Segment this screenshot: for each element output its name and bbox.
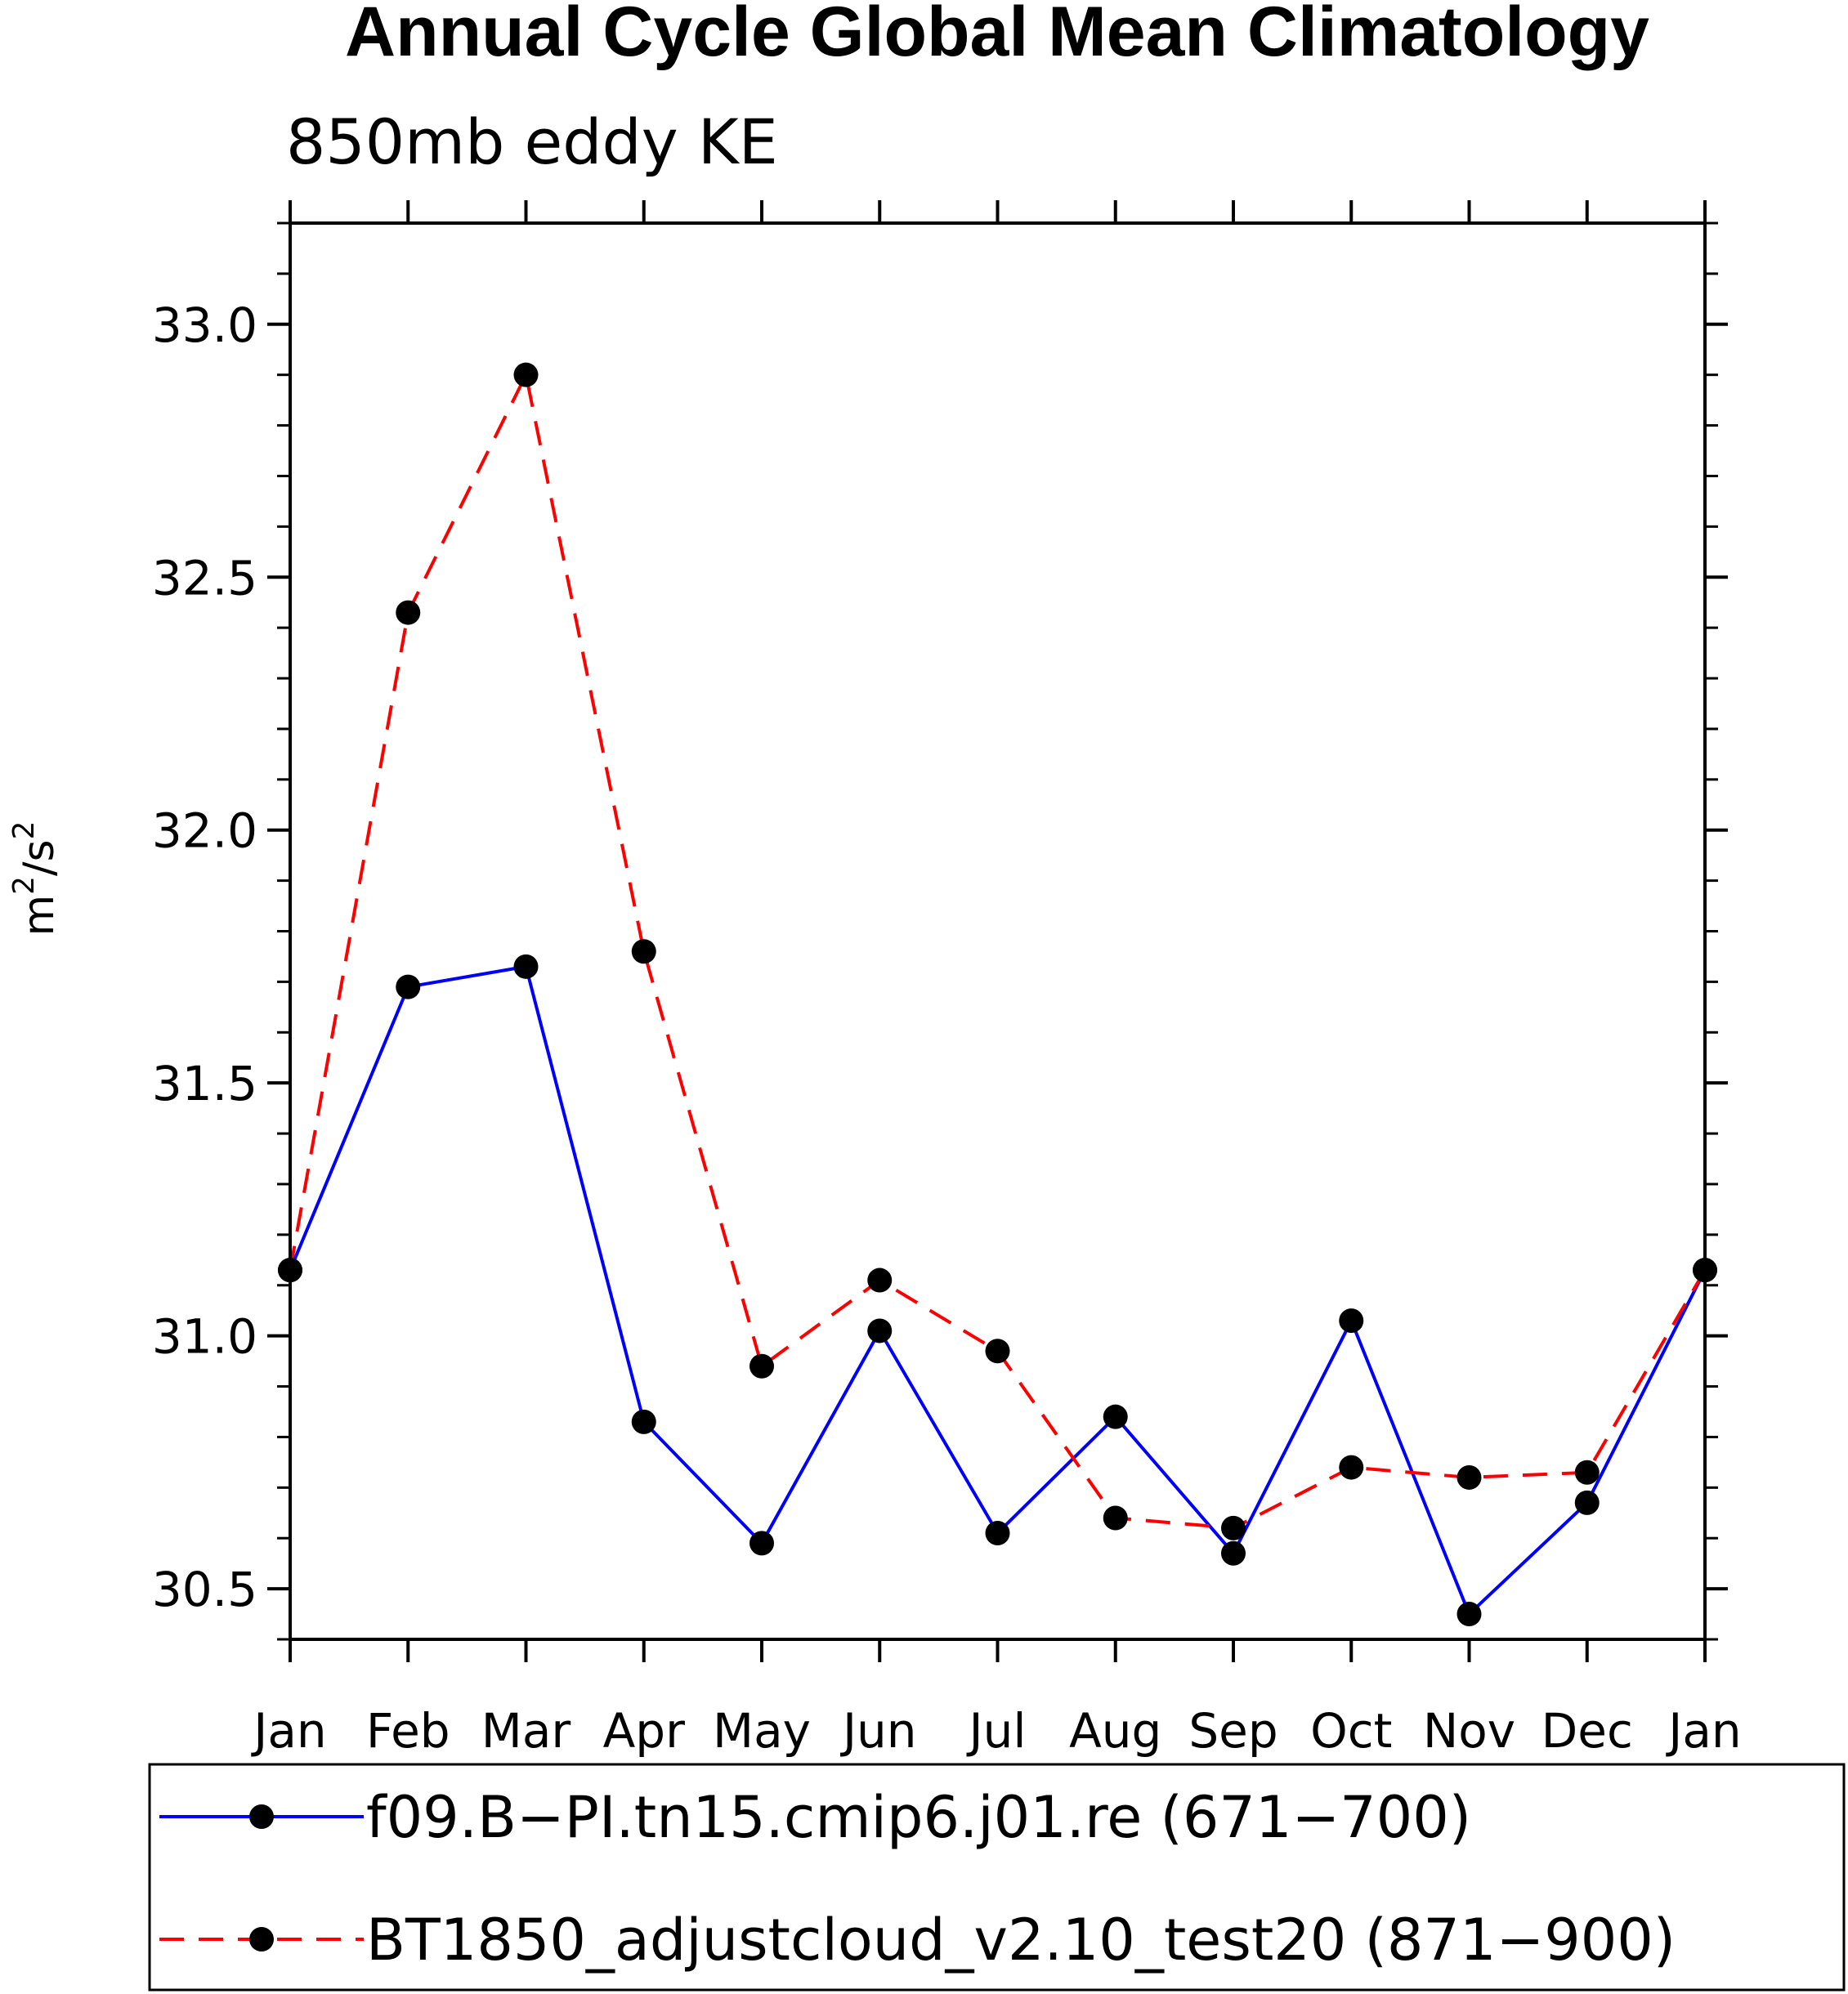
x-tick-label: Jan bbox=[251, 1703, 326, 1759]
y-tick-label: 33.0 bbox=[152, 297, 257, 353]
plot-frame bbox=[289, 221, 1707, 1641]
x-tick-label: Dec bbox=[1541, 1703, 1633, 1759]
legend-marker-series-2 bbox=[249, 1927, 274, 1952]
data-point-series-2 bbox=[396, 600, 421, 625]
data-point-series-2 bbox=[1574, 1460, 1600, 1485]
legend-label-series-2: BT1850_adjustcloud_v2.10_test20 (871−900… bbox=[366, 1907, 1676, 1974]
series-lines bbox=[289, 373, 1707, 1616]
series-line-1 bbox=[289, 964, 1707, 1616]
data-point-series-1 bbox=[749, 1531, 774, 1556]
data-point-series-2 bbox=[749, 1353, 774, 1379]
legend-marker-series-1 bbox=[249, 1804, 274, 1829]
data-point-series-1 bbox=[631, 1409, 656, 1434]
data-point-series-1 bbox=[1456, 1602, 1482, 1627]
y-tick-label: 31.0 bbox=[152, 1309, 257, 1365]
y-tick-label: 32.0 bbox=[152, 803, 257, 859]
data-point-series-2 bbox=[513, 362, 539, 387]
x-tick-label: Aug bbox=[1069, 1703, 1161, 1759]
data-point-series-2 bbox=[1339, 1455, 1364, 1480]
data-point-series-1 bbox=[1221, 1540, 1246, 1566]
y-tick-label: 31.5 bbox=[152, 1056, 257, 1111]
y-axis-label: m2/s2 bbox=[7, 820, 64, 936]
y-tick-label: 32.5 bbox=[152, 550, 257, 606]
chart-subtitle: 850mb eddy KE bbox=[286, 105, 778, 178]
data-point-series-2 bbox=[1103, 1505, 1128, 1531]
x-tick-label: Jul bbox=[967, 1703, 1027, 1759]
data-point-series-2 bbox=[985, 1339, 1010, 1364]
data-point-series-1 bbox=[1574, 1490, 1600, 1515]
data-point-series-1 bbox=[513, 954, 539, 979]
chart-title: Annual Cycle Global Mean Climatology bbox=[345, 0, 1649, 71]
data-point-series-2 bbox=[1456, 1464, 1482, 1490]
y-label-exponent-2: 2 bbox=[7, 820, 41, 839]
x-tick-label: Oct bbox=[1310, 1703, 1392, 1759]
data-point-series-2 bbox=[1221, 1515, 1246, 1540]
x-tick-label: Apr bbox=[603, 1703, 685, 1759]
x-tick-label: Jan bbox=[1666, 1703, 1741, 1759]
x-tick-label: May bbox=[713, 1703, 811, 1759]
legend-box bbox=[148, 1763, 1846, 1992]
x-tick-label: Jun bbox=[840, 1703, 917, 1759]
x-tick-label: Feb bbox=[366, 1703, 450, 1759]
axis-ticks bbox=[267, 200, 1728, 1662]
x-tick-label: Mar bbox=[481, 1703, 571, 1759]
y-label-unit-m: m bbox=[15, 895, 64, 937]
legend: f09.B−PI.tn15.cmip6.j01.re (671−700) BT1… bbox=[148, 1763, 1846, 1992]
data-point-series-2 bbox=[631, 939, 656, 964]
data-point-series-1 bbox=[396, 974, 421, 999]
data-point-series-1 bbox=[867, 1318, 893, 1343]
data-point-series-2 bbox=[867, 1267, 893, 1293]
x-tick-label: Sep bbox=[1188, 1703, 1277, 1759]
data-point-series-1 bbox=[1339, 1308, 1364, 1334]
y-tick-label: 30.5 bbox=[152, 1562, 257, 1617]
y-tick-labels: 30.5 31.0 31.5 32.0 32.5 33.0 bbox=[152, 297, 257, 1617]
legend-label-series-1: f09.B−PI.tn15.cmip6.j01.re (671−700) bbox=[366, 1784, 1471, 1851]
data-point-series-1 bbox=[985, 1521, 1010, 1546]
data-point-series-1 bbox=[1103, 1404, 1128, 1429]
y-label-unit-s: /s bbox=[15, 839, 64, 876]
x-tick-label: Nov bbox=[1423, 1703, 1515, 1759]
y-label-exponent-1: 2 bbox=[7, 876, 41, 895]
series-markers bbox=[278, 362, 1717, 1627]
x-tick-labels: Jan Feb Mar Apr May Jun Jul Aug Sep Oct Nov Dec Jan bbox=[251, 1703, 1741, 1759]
